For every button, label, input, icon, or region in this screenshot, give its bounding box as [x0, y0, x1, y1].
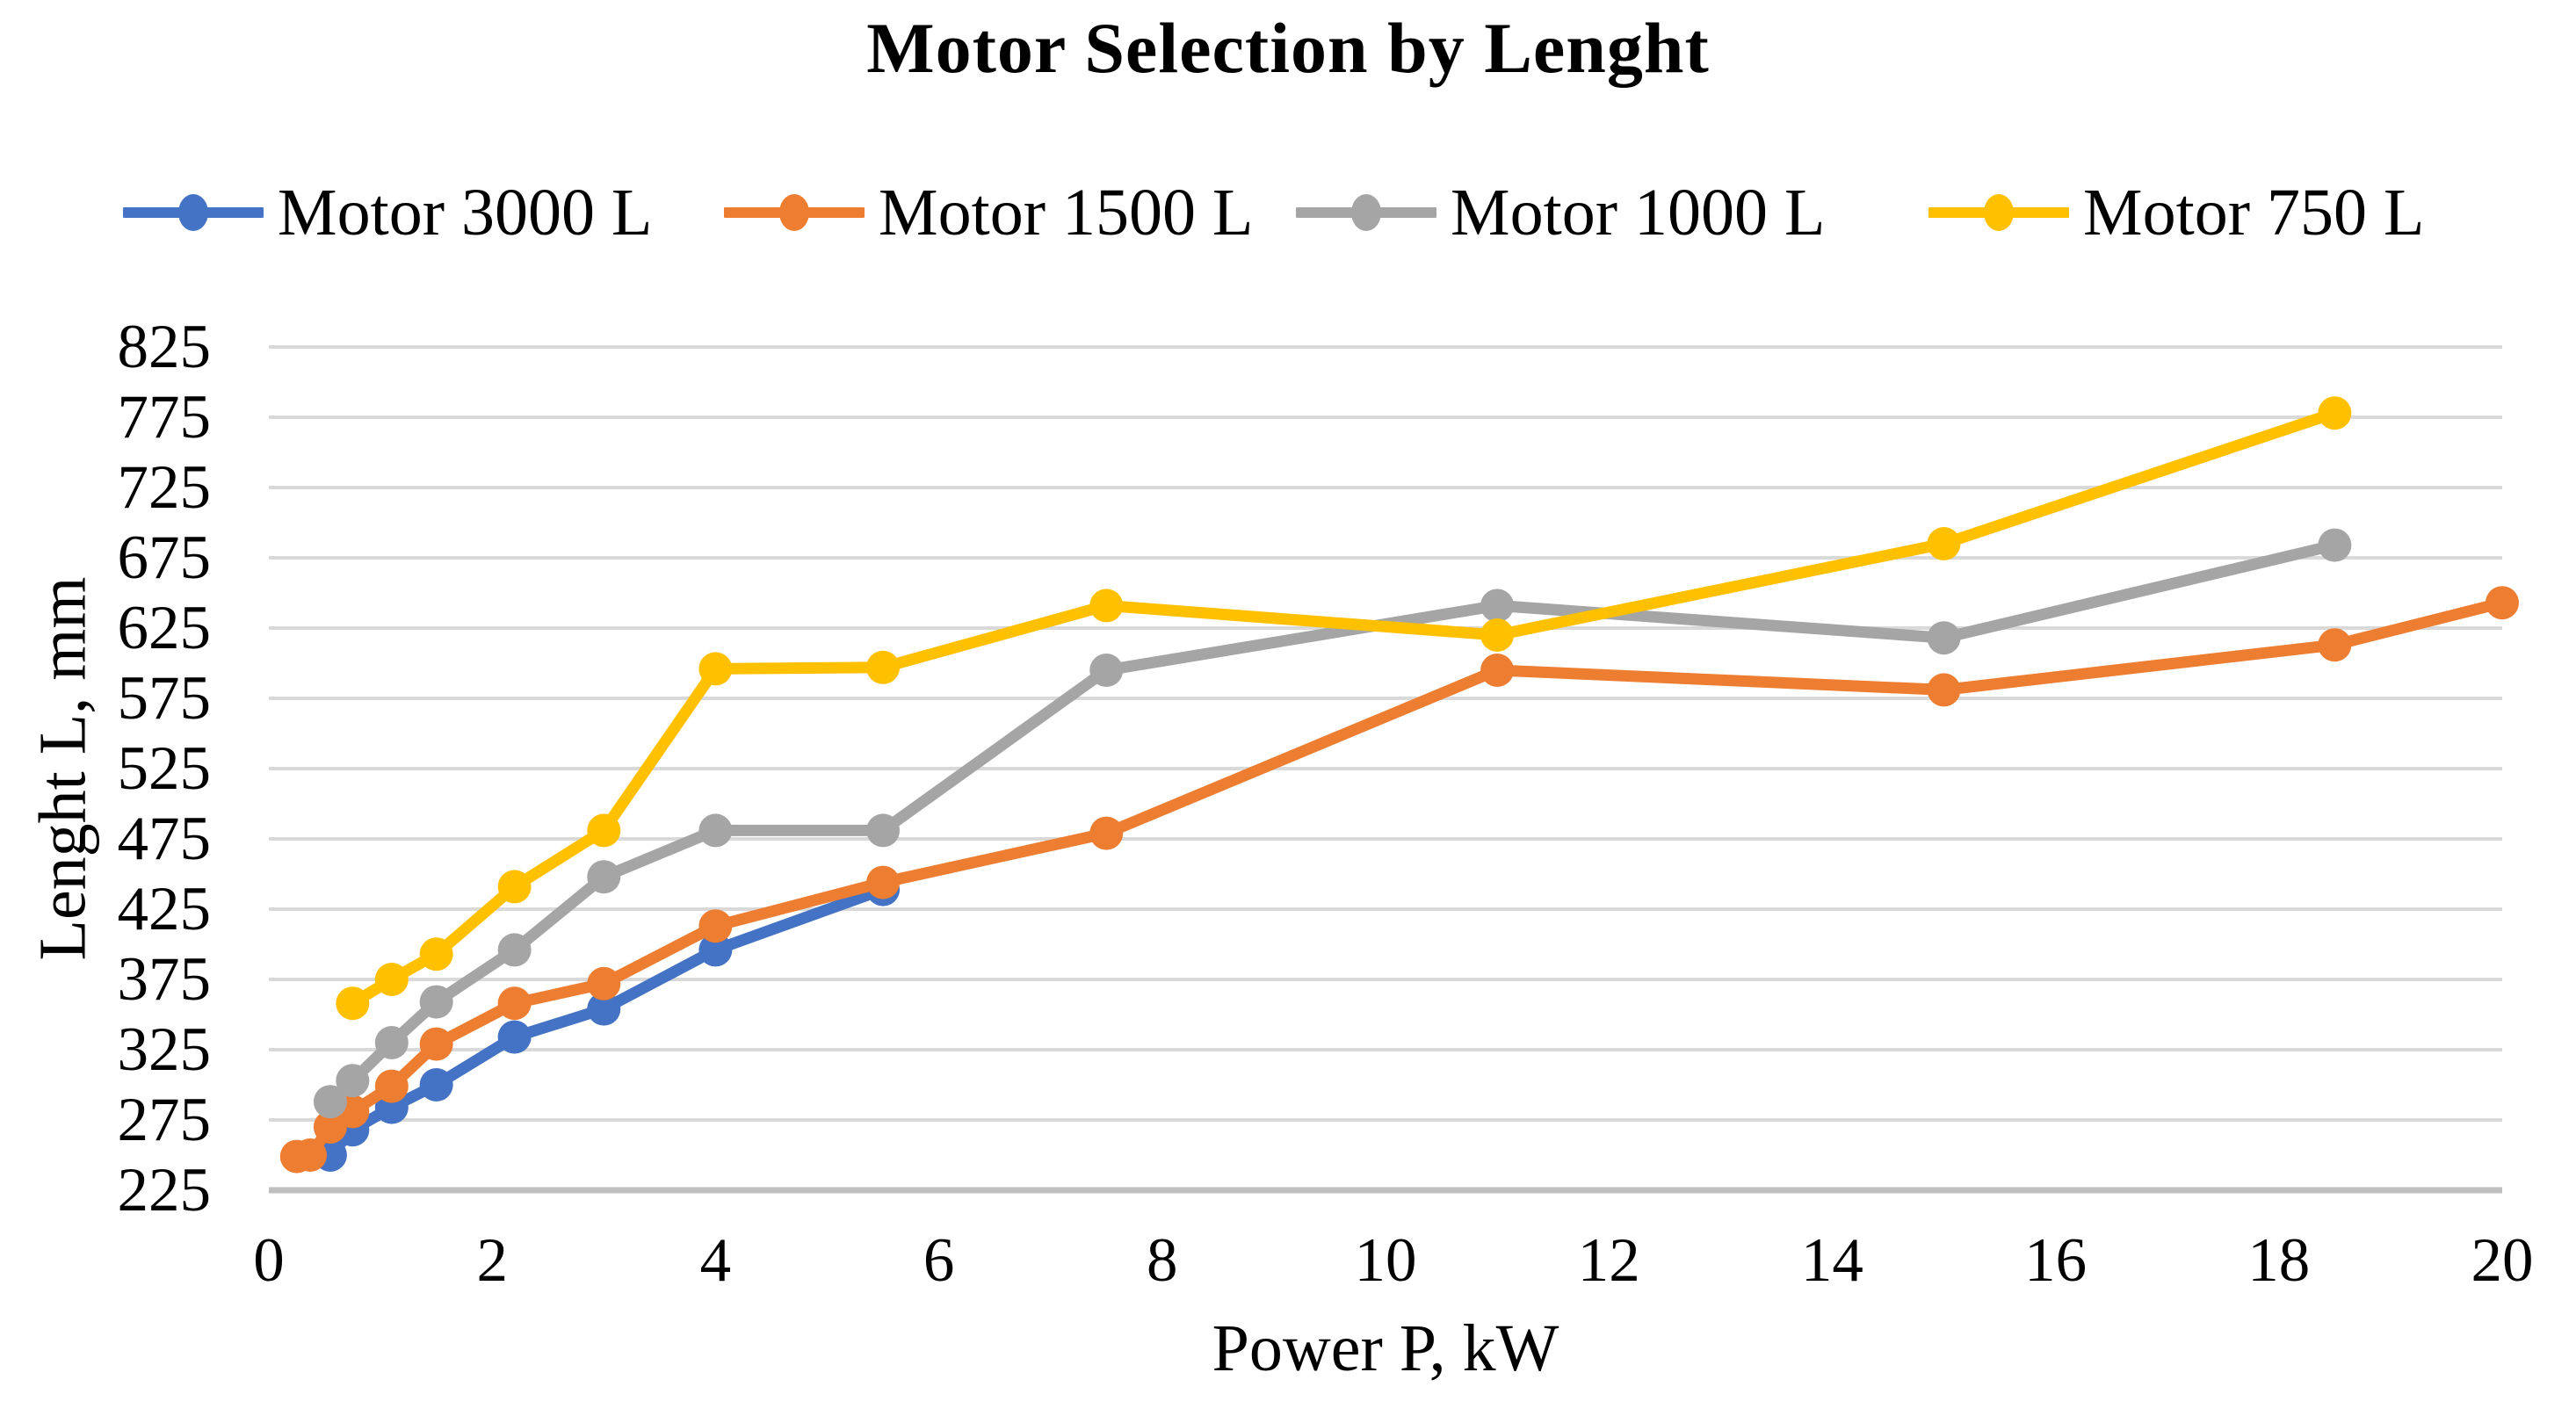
- series-line-motor-1500-l: [291, 596, 2508, 1163]
- x-tick-label: 8: [1147, 1226, 1178, 1295]
- y-tick-label: 525: [117, 734, 212, 803]
- x-axis-title: Power P, kW: [1212, 1311, 1559, 1385]
- data-point: [2318, 628, 2352, 662]
- data-point: [1927, 527, 1961, 560]
- data-point: [698, 909, 733, 943]
- data-point: [1480, 618, 1515, 652]
- data-point: [497, 986, 532, 1021]
- data-point: [1927, 673, 1961, 707]
- data-point: [419, 1068, 453, 1102]
- legend-swatch-icon: [123, 194, 264, 231]
- y-tick-label: 225: [117, 1156, 212, 1224]
- x-tick-label: 16: [2024, 1226, 2088, 1295]
- data-point: [1089, 589, 1124, 623]
- data-point: [374, 963, 409, 996]
- y-tick-label: 825: [117, 313, 212, 381]
- data-point: [419, 985, 453, 1019]
- data-point: [866, 813, 901, 848]
- data-point: [2486, 586, 2519, 620]
- x-tick-label: 4: [699, 1226, 732, 1295]
- y-tick-label: 475: [117, 805, 212, 873]
- data-point: [587, 992, 621, 1026]
- data-point: [866, 865, 901, 899]
- legend-label: Motor 750 L: [2083, 175, 2425, 249]
- series-line-motor-750-l: [346, 407, 2341, 1009]
- x-tick-label: 12: [1577, 1226, 1640, 1295]
- data-point: [1089, 816, 1124, 850]
- data-point: [374, 1026, 409, 1059]
- data-point: [1089, 654, 1124, 687]
- chart-title: Motor Selection by Lenght: [866, 8, 1710, 88]
- legend-label: Motor 1000 L: [1451, 175, 1826, 249]
- legend-swatch-icon: [1296, 194, 1436, 231]
- legend-item-motor-1500-l: Motor 1500 L: [724, 160, 1253, 265]
- y-tick-label: 775: [117, 383, 212, 451]
- data-point: [1927, 621, 1961, 655]
- data-point: [497, 1020, 532, 1054]
- x-tick-label: 14: [1800, 1226, 1863, 1295]
- data-point: [497, 870, 532, 904]
- data-point: [2318, 396, 2352, 430]
- x-tick-label: 6: [923, 1226, 955, 1295]
- legend-item-motor-1000-l: Motor 1000 L: [1296, 160, 1825, 265]
- data-point: [2318, 528, 2352, 562]
- data-point: [336, 986, 370, 1021]
- legend-item-motor-750-l: Motor 750 L: [1928, 160, 2424, 265]
- legend-swatch-icon: [1928, 194, 2069, 231]
- y-tick-label: 675: [117, 524, 212, 592]
- data-point: [587, 813, 621, 848]
- x-tick-label: 18: [2247, 1226, 2311, 1295]
- data-point: [587, 966, 621, 1000]
- y-tick-label: 625: [117, 594, 212, 662]
- legend-label: Motor 1500 L: [879, 175, 1254, 249]
- data-point: [336, 1064, 370, 1098]
- y-tick-label: 575: [117, 664, 212, 733]
- data-point: [698, 652, 733, 686]
- data-point: [866, 650, 901, 684]
- data-point: [587, 860, 621, 894]
- data-point: [313, 1085, 347, 1119]
- legend-label: Motor 3000 L: [278, 175, 653, 249]
- y-tick-label: 325: [117, 1015, 212, 1084]
- data-point: [698, 933, 733, 967]
- legend-swatch-icon: [724, 194, 865, 231]
- data-point: [419, 937, 453, 972]
- data-point: [374, 1069, 409, 1103]
- y-axis-title: Lenght L, mm: [25, 576, 100, 961]
- y-tick-label: 375: [117, 945, 212, 1014]
- y-tick-label: 275: [117, 1086, 212, 1154]
- data-point: [1480, 589, 1515, 623]
- x-tick-label: 20: [2471, 1226, 2534, 1295]
- data-point: [1480, 654, 1515, 687]
- data-point: [419, 1027, 453, 1061]
- x-tick-label: 2: [476, 1226, 508, 1295]
- data-point: [497, 933, 532, 967]
- legend-item-motor-3000-l: Motor 3000 L: [123, 160, 652, 265]
- y-tick-label: 425: [117, 875, 212, 943]
- x-tick-label: 0: [253, 1226, 285, 1295]
- data-point: [293, 1138, 328, 1172]
- data-point: [698, 813, 733, 848]
- y-tick-label: 725: [117, 453, 212, 522]
- x-tick-label: 10: [1354, 1226, 1417, 1295]
